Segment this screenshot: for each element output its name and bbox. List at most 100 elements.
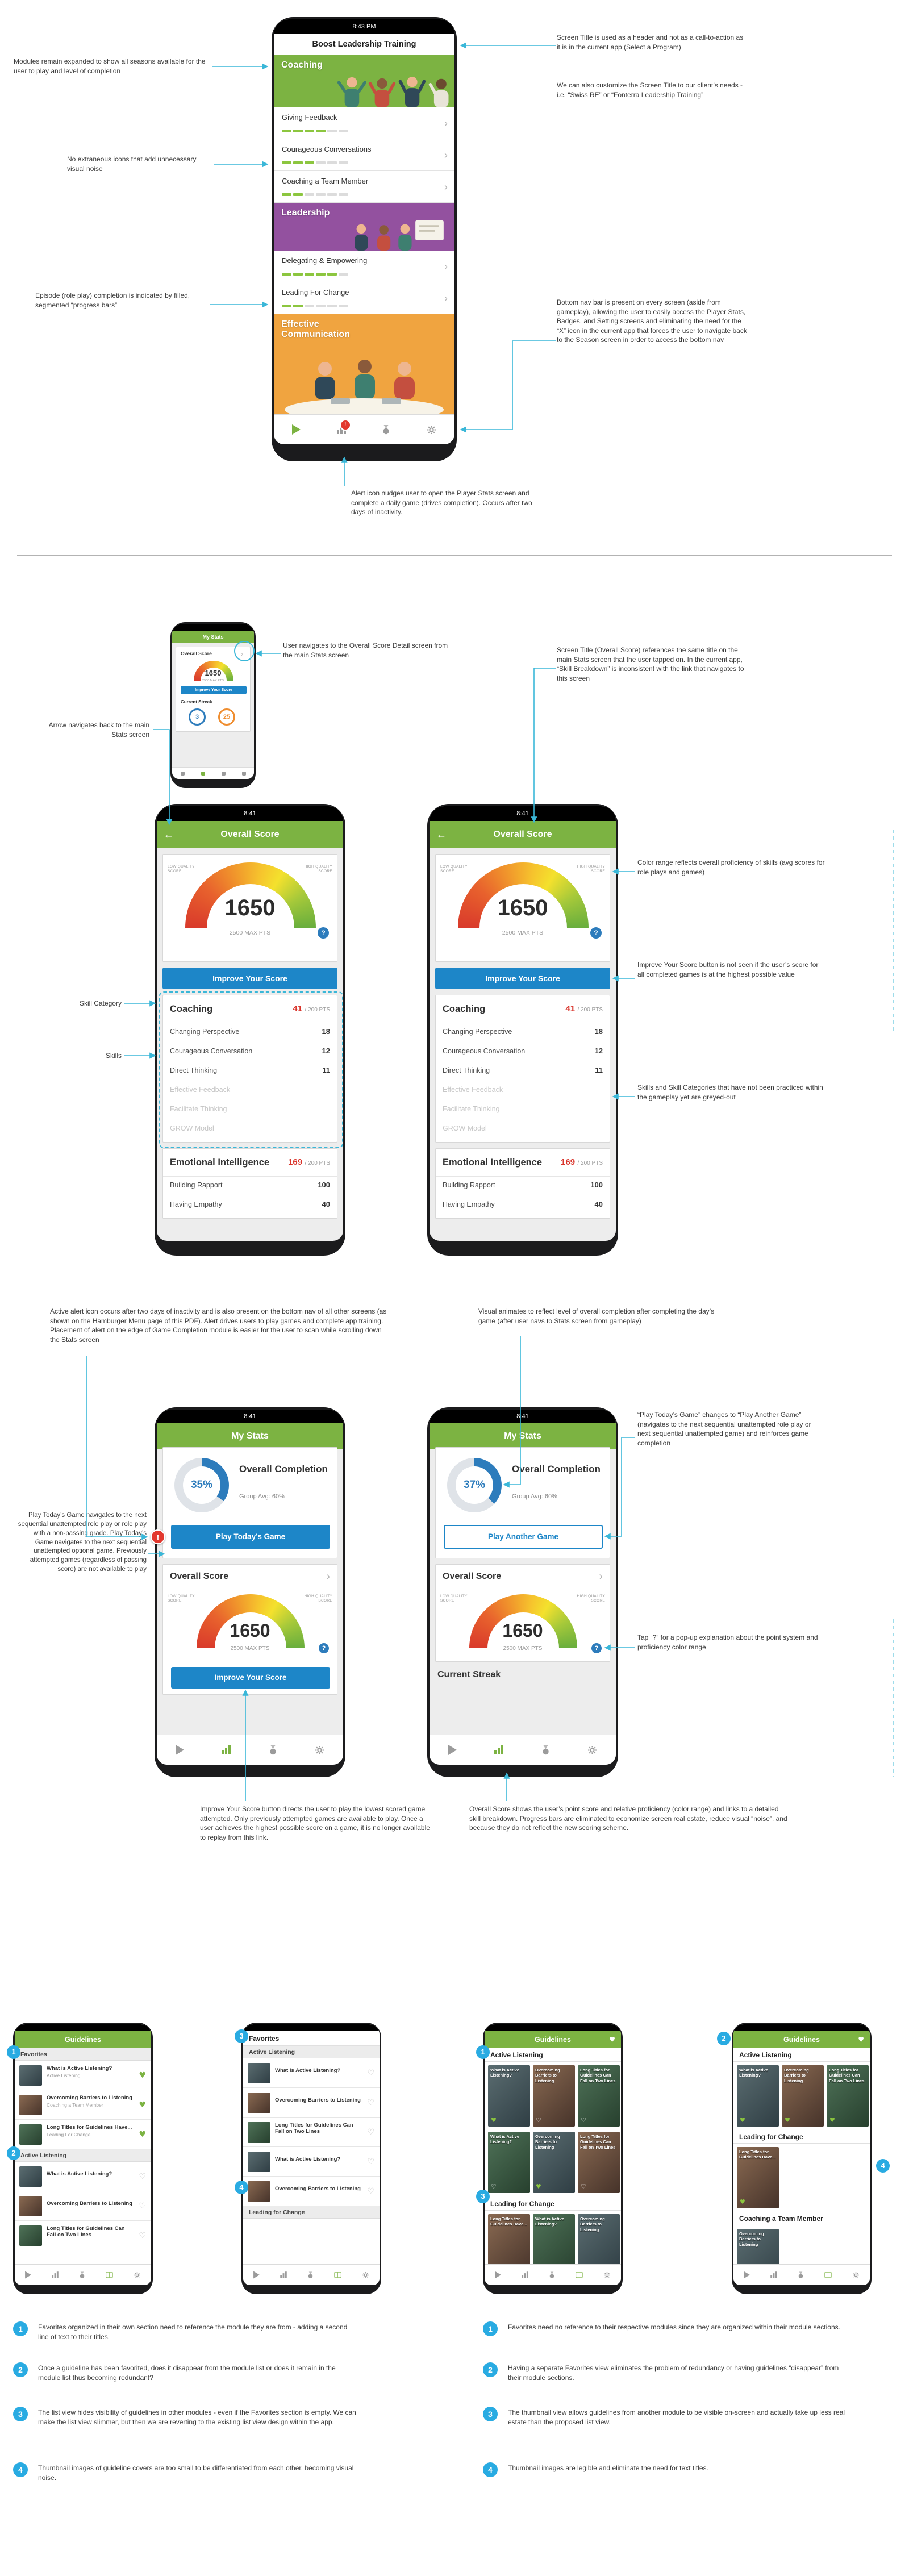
improve-score-button[interactable]: Improve Your Score xyxy=(435,968,610,989)
guideline-thumbnail[interactable]: What is Active Listening? ♥ xyxy=(488,2065,530,2127)
settings-nav-icon[interactable] xyxy=(852,2271,859,2278)
play-nav-icon[interactable] xyxy=(25,2271,31,2279)
favorite-heart-icon[interactable]: ♡ xyxy=(491,2183,497,2190)
favorites-heart-icon[interactable] xyxy=(858,2031,864,2048)
module-banner-effective-communication[interactable]: Effective Communication xyxy=(274,314,454,415)
favorite-heart-icon[interactable]: ♡ xyxy=(581,2116,586,2124)
inactivity-alert-icon[interactable]: ! xyxy=(151,1529,165,1544)
guideline-list-item[interactable]: Long Titles for Guidelines Can Fall on T… xyxy=(243,2118,380,2147)
guidelines-nav-icon[interactable] xyxy=(106,2271,113,2278)
play-nav-icon[interactable] xyxy=(180,771,185,776)
favorite-heart-icon[interactable]: ♥ xyxy=(785,2116,790,2124)
help-icon[interactable]: ? xyxy=(319,1643,329,1653)
guideline-thumbnail[interactable]: Long Titles for Guidelines Have...♥ xyxy=(737,2147,779,2208)
favorite-heart-icon[interactable]: ♡ xyxy=(139,2231,146,2240)
play-nav-icon[interactable] xyxy=(253,2271,260,2279)
badges-nav-icon[interactable] xyxy=(382,424,390,435)
module-row-leading-for-change[interactable]: Leading For Change xyxy=(274,282,454,314)
guideline-list-item[interactable]: Overcoming Barriers to Listening Coachin… xyxy=(15,2090,151,2120)
settings-nav-icon[interactable] xyxy=(241,771,246,776)
badges-nav-icon[interactable] xyxy=(549,2271,555,2278)
mini-overall-score-card[interactable]: Overall Score 1650 2500 MAX PTS Improve … xyxy=(176,647,251,732)
stats-nav-icon[interactable] xyxy=(494,1745,504,1754)
favorite-heart-icon[interactable]: ♥ xyxy=(139,2070,146,2080)
guideline-list-item[interactable]: Overcoming Barriers to Listening ♡ xyxy=(243,2177,380,2206)
settings-nav-icon[interactable] xyxy=(362,2271,369,2278)
back-arrow-icon[interactable]: ← xyxy=(436,829,447,840)
play-nav-icon[interactable] xyxy=(448,1745,457,1755)
module-row-courageous-conversations[interactable]: Courageous Conversations xyxy=(274,139,454,171)
stats-nav-icon[interactable]: ! xyxy=(336,419,351,434)
settings-nav-icon[interactable] xyxy=(315,1745,324,1755)
guideline-thumbnail[interactable]: Long Titles for Guidelines Can Fall on T… xyxy=(578,2132,620,2193)
favorite-heart-icon[interactable]: ♥ xyxy=(139,2100,146,2110)
badges-nav-icon[interactable] xyxy=(221,771,226,776)
guideline-thumbnail[interactable]: What is Active Listening? ♥ xyxy=(737,2065,779,2127)
guideline-thumbnail[interactable]: What is Active Listening?♡ xyxy=(488,2132,530,2193)
play-nav-icon[interactable] xyxy=(291,424,301,435)
guideline-list-item[interactable]: Overcoming Barriers to Listening ♡ xyxy=(15,2191,151,2221)
guideline-list-item[interactable]: Overcoming Barriers to Listening ♡ xyxy=(243,2088,380,2118)
guideline-thumbnail[interactable]: Long Titles for Guidelines Can Fall on T… xyxy=(827,2065,869,2127)
improve-score-button[interactable]: Improve Your Score xyxy=(162,968,337,989)
guidelines-nav-icon[interactable] xyxy=(576,2271,583,2278)
guideline-thumbnail[interactable]: Long Titles for Guidelines Can Fall on T… xyxy=(578,2065,620,2127)
favorite-heart-icon[interactable]: ♡ xyxy=(536,2116,541,2124)
favorite-heart-icon[interactable]: ♡ xyxy=(367,2157,374,2166)
guideline-thumbnail[interactable]: Overcoming Barriers to Listening♥ xyxy=(533,2132,575,2193)
favorite-heart-icon[interactable]: ♥ xyxy=(829,2116,835,2124)
play-nav-icon[interactable] xyxy=(176,1745,185,1755)
guideline-list-item[interactable]: What is Active Listening? Active Listeni… xyxy=(15,2061,151,2090)
play-another-game-button[interactable]: Play Another Game xyxy=(444,1525,603,1549)
badges-nav-icon[interactable] xyxy=(307,2271,314,2278)
mini-improve-button[interactable]: Improve Your Score xyxy=(181,686,247,694)
guideline-list-item[interactable]: What is Active Listening? ♡ xyxy=(243,2147,380,2177)
help-icon[interactable]: ? xyxy=(318,927,329,939)
favorite-heart-icon[interactable]: ♥ xyxy=(491,2116,497,2124)
guidelines-nav-icon[interactable] xyxy=(334,2271,341,2278)
stats-nav-icon[interactable] xyxy=(222,1745,231,1754)
module-banner-leadership[interactable]: Leadership xyxy=(274,203,454,251)
stats-nav-icon[interactable] xyxy=(201,771,205,776)
favorite-heart-icon[interactable]: ♡ xyxy=(367,2098,374,2107)
favorite-heart-icon[interactable]: ♡ xyxy=(367,2068,374,2078)
overall-score-card[interactable]: Overall Score LOW QUALITY SCORE HIGH QUA… xyxy=(435,1564,610,1662)
badges-nav-icon[interactable] xyxy=(269,1745,277,1755)
stats-nav-icon[interactable] xyxy=(522,2271,528,2278)
favorite-heart-icon[interactable]: ♡ xyxy=(581,2183,586,2190)
favorite-heart-icon[interactable]: ♡ xyxy=(367,2186,374,2196)
settings-nav-icon[interactable] xyxy=(427,425,436,435)
module-row-coaching-team-member[interactable]: Coaching a Team Member xyxy=(274,171,454,203)
help-icon[interactable]: ? xyxy=(590,927,602,939)
play-todays-game-button[interactable]: Play Today’s Game xyxy=(171,1525,330,1549)
guideline-list-item[interactable]: Long Titles for Guidelines Can Fall on T… xyxy=(15,2221,151,2250)
favorite-heart-icon[interactable]: ♡ xyxy=(367,2127,374,2137)
improve-score-button[interactable]: Improve Your Score xyxy=(171,1667,330,1689)
favorite-heart-icon[interactable]: ♥ xyxy=(536,2183,541,2190)
guideline-thumbnail[interactable]: Overcoming Barriers to Listening♡ xyxy=(533,2065,575,2127)
favorite-heart-icon[interactable]: ♡ xyxy=(139,2201,146,2211)
stats-nav-icon[interactable] xyxy=(280,2271,287,2278)
favorite-heart-icon[interactable]: ♥ xyxy=(139,2129,146,2139)
module-row-giving-feedback[interactable]: Giving Feedback xyxy=(274,107,454,139)
favorites-heart-icon[interactable] xyxy=(609,2031,615,2048)
badges-nav-icon[interactable] xyxy=(541,1745,550,1755)
guideline-list-item[interactable]: What is Active Listening? ♡ xyxy=(243,2058,380,2088)
stats-nav-icon[interactable] xyxy=(770,2271,777,2278)
favorite-heart-icon[interactable]: ♥ xyxy=(740,2198,745,2206)
guideline-thumbnail[interactable]: Overcoming Barriers to Listening♥ xyxy=(782,2065,824,2127)
settings-nav-icon[interactable] xyxy=(603,2271,610,2278)
guideline-list-item[interactable]: What is Active Listening? ♡ xyxy=(15,2162,151,2191)
play-nav-icon[interactable] xyxy=(495,2271,501,2279)
badges-nav-icon[interactable] xyxy=(79,2271,85,2278)
play-nav-icon[interactable] xyxy=(744,2271,750,2279)
help-icon[interactable]: ? xyxy=(591,1643,602,1653)
settings-nav-icon[interactable] xyxy=(134,2271,140,2278)
favorite-heart-icon[interactable]: ♥ xyxy=(740,2116,745,2124)
back-arrow-icon[interactable]: ← xyxy=(164,829,174,840)
favorite-heart-icon[interactable]: ♡ xyxy=(139,2171,146,2181)
guidelines-nav-icon[interactable] xyxy=(824,2271,832,2278)
settings-nav-icon[interactable] xyxy=(587,1745,597,1755)
badges-nav-icon[interactable] xyxy=(798,2271,804,2278)
guideline-list-item[interactable]: Long Titles for Guidelines Have... Leadi… xyxy=(15,2120,151,2149)
